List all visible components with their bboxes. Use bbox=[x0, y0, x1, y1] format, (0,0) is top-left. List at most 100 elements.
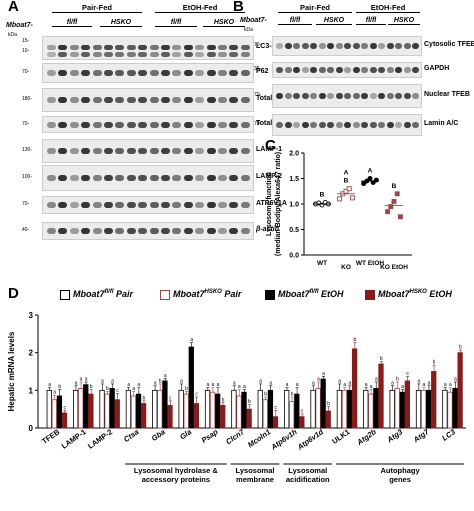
legend-suffix: EtOH bbox=[426, 289, 452, 299]
sig-letter: a bbox=[101, 378, 104, 384]
sig-letter: a bbox=[190, 337, 193, 343]
sig-letter: a bbox=[212, 382, 215, 388]
x-tick-label: KO bbox=[341, 264, 351, 271]
band bbox=[240, 70, 250, 76]
band bbox=[403, 93, 411, 99]
x-tick-label: Ctsa bbox=[122, 427, 140, 444]
sig-letter: a bbox=[343, 382, 346, 388]
band bbox=[69, 202, 79, 208]
bar bbox=[294, 393, 300, 429]
band bbox=[412, 122, 419, 128]
blot-a-3 bbox=[42, 116, 254, 133]
x-tick-label: Gla bbox=[178, 427, 193, 441]
data-point bbox=[367, 176, 373, 181]
sig-letter: c bbox=[169, 395, 172, 401]
bar bbox=[73, 389, 79, 429]
blot-a-label: ATP6V1A bbox=[256, 200, 287, 207]
band bbox=[92, 45, 102, 50]
blot-b-kda: 70- bbox=[254, 42, 262, 48]
band bbox=[183, 97, 193, 103]
sig-letter: B bbox=[344, 178, 349, 185]
bar bbox=[83, 384, 89, 429]
bar bbox=[204, 389, 211, 429]
band bbox=[126, 202, 136, 208]
band bbox=[378, 93, 385, 99]
band bbox=[115, 148, 125, 154]
band bbox=[395, 67, 402, 73]
blot-a-kda: 70- bbox=[22, 69, 30, 75]
band bbox=[240, 175, 250, 181]
x-tick-label: LAMP-2 bbox=[86, 427, 114, 450]
band bbox=[240, 97, 250, 103]
bar bbox=[231, 389, 237, 429]
band bbox=[352, 67, 360, 73]
band bbox=[284, 93, 292, 99]
sig-letter: b bbox=[185, 386, 188, 392]
panel-b-genotype-header: Mboat7- bbox=[240, 17, 267, 24]
bar bbox=[140, 403, 147, 429]
band bbox=[149, 228, 159, 234]
bar bbox=[320, 378, 326, 429]
blot-a-kda: 70- bbox=[22, 120, 30, 127]
blot-a-kda: 100- bbox=[22, 174, 33, 180]
band bbox=[81, 45, 91, 50]
sig-letter: a bbox=[154, 380, 157, 386]
data-point bbox=[361, 181, 367, 187]
sig-letter: a bbox=[454, 377, 457, 383]
bar bbox=[404, 380, 411, 429]
bar bbox=[310, 389, 316, 429]
band bbox=[240, 202, 250, 208]
sig-letter: b bbox=[248, 399, 251, 405]
x-tick-label: Atg3 bbox=[385, 427, 405, 445]
band bbox=[104, 97, 113, 103]
band bbox=[229, 202, 239, 208]
band bbox=[293, 93, 300, 99]
band bbox=[172, 97, 182, 103]
band bbox=[115, 52, 125, 57]
band bbox=[352, 93, 360, 99]
band bbox=[149, 52, 159, 57]
band bbox=[310, 43, 317, 49]
band bbox=[310, 67, 317, 73]
blot-a-kda: 130- bbox=[22, 147, 33, 153]
band bbox=[369, 122, 377, 128]
band bbox=[310, 93, 317, 99]
blot-b-kda: 70- bbox=[254, 92, 262, 98]
band bbox=[318, 93, 326, 99]
band bbox=[352, 43, 360, 49]
band bbox=[369, 67, 377, 73]
sig-letter: b bbox=[106, 386, 109, 392]
bar bbox=[125, 389, 132, 429]
data-point bbox=[391, 199, 397, 204]
blot-b-1 bbox=[272, 62, 422, 78]
band bbox=[412, 43, 419, 49]
sig-letter: B bbox=[392, 183, 397, 190]
bar bbox=[420, 389, 427, 429]
panel-b-kda-header: kDa bbox=[244, 27, 253, 33]
bar bbox=[262, 399, 268, 429]
panel-a-sub-3: fl/fl bbox=[155, 19, 197, 27]
sig-letter: a bbox=[132, 386, 135, 392]
band bbox=[229, 70, 239, 76]
band bbox=[58, 121, 68, 128]
panel-a-group-etoh: EtOH-Fed bbox=[155, 3, 245, 13]
bar bbox=[452, 388, 458, 429]
band bbox=[301, 93, 309, 99]
band bbox=[195, 52, 205, 57]
blot-b-label: Nuclear TFEB bbox=[424, 91, 470, 98]
bar bbox=[135, 393, 142, 429]
x-tick-label: LC3 bbox=[440, 427, 457, 443]
y-axis-label: Hepatic mRNA levels bbox=[7, 331, 16, 411]
band bbox=[386, 93, 394, 99]
band bbox=[161, 52, 170, 57]
sig-letter: a bbox=[365, 382, 368, 388]
band bbox=[218, 52, 227, 57]
y-axis-label: (median Bodipy/Alexa647 ratio) bbox=[275, 152, 282, 256]
blot-a-label: LAMP-2 bbox=[256, 173, 283, 180]
band bbox=[104, 45, 113, 50]
bar bbox=[167, 405, 173, 429]
sig-letter: a bbox=[312, 380, 315, 386]
x-tick-label: Mcoln1 bbox=[246, 427, 272, 449]
sig-letter: a bbox=[48, 382, 51, 388]
